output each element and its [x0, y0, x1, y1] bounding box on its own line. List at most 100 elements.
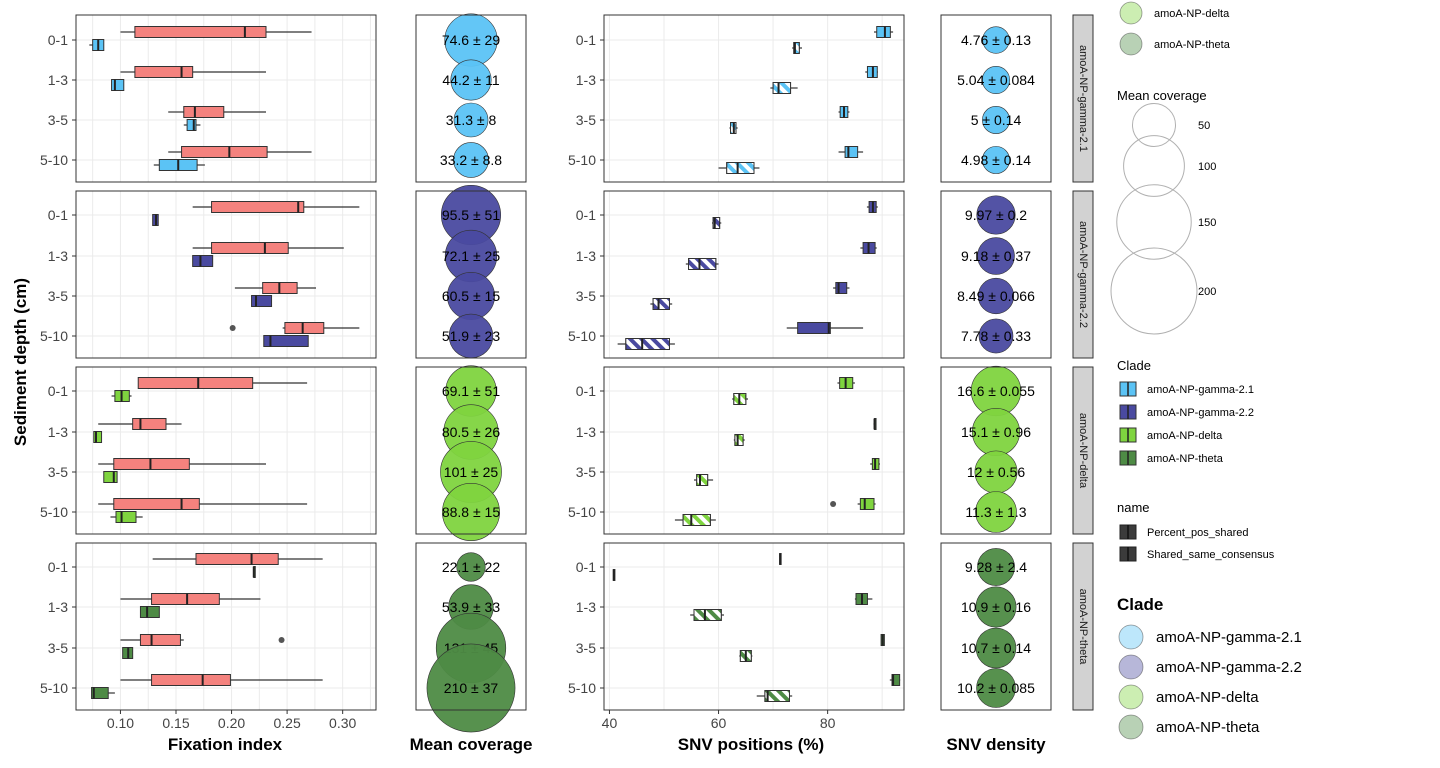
y-tick-label: 5-10: [40, 680, 68, 696]
coverage-label: 44.2 ± 11: [442, 72, 499, 88]
fixation-outlier: [278, 637, 285, 643]
y-tick-label: 5-10: [40, 328, 68, 344]
y-tick-label: 5-10: [568, 504, 596, 520]
density-bubble: [975, 627, 1017, 669]
coverage-label: 53.9 ± 33: [442, 599, 500, 615]
coverage-bubble: [450, 59, 492, 101]
y-tick-label: 3-5: [48, 288, 68, 304]
y-tick-label: 0-1: [576, 207, 596, 223]
facet-strip-label: amoA-NP-gamma-2.1: [1077, 45, 1089, 152]
y-axis-title: Sediment depth (cm): [11, 278, 30, 446]
fixation-outlier: [229, 325, 236, 331]
facet-strip-label: amoA-NP-theta: [1077, 589, 1089, 666]
legend-clade-circle-label: amoA-NP-gamma-2.1: [1156, 629, 1302, 646]
panel-border: [415, 542, 527, 711]
fixation-clade-box: [115, 511, 137, 523]
density-label: 9.97 ± 0.2: [965, 207, 1027, 223]
density-label: 5 ± 0.14: [971, 112, 1022, 128]
panel-border: [415, 190, 527, 359]
y-tick-label: 1-3: [576, 72, 596, 88]
snv-shared-same-consensus-box-hatch: [712, 217, 721, 229]
snv-shared-same-consensus-box-hatch: [688, 258, 717, 270]
snv-shared-same-consensus-box-hatch: [734, 434, 744, 446]
y-tick-label: 1-3: [48, 248, 68, 264]
snv-shared-same-consensus-box-hatch: [693, 609, 722, 621]
density-label: 7.78 ± 0.33: [961, 328, 1031, 344]
legend-size-circle: [1110, 247, 1198, 335]
coverage-label: 22.1 ± 22: [442, 559, 500, 575]
fixation-clade-box: [186, 119, 197, 131]
coverage-label: 72.1 ± 25: [442, 248, 500, 264]
y-tick-label: 5-10: [568, 328, 596, 344]
x-tick-label: 0.10: [107, 715, 134, 731]
y-tick-label: 1-3: [48, 424, 68, 440]
density-bubble: [975, 586, 1017, 628]
axis-titles: Sediment depth (cm) Fixation index Mean …: [11, 278, 1046, 754]
legend-clade-circle-swatch: [1118, 684, 1144, 710]
panel-border: [75, 366, 377, 535]
fixation-pink-box: [113, 498, 200, 510]
density-bubble: [977, 548, 1015, 586]
facet-strip: [1072, 366, 1094, 535]
legend-size-label: 100: [1198, 161, 1216, 173]
density-bubble: [976, 195, 1016, 235]
legend-clade-circle-swatch: [1118, 654, 1144, 680]
legend-clade-box-label: amoA-NP-gamma-2.2: [1147, 407, 1254, 419]
density-label: 5.04 ± 0.084: [957, 72, 1035, 88]
density-label: 8.49 ± 0.066: [957, 288, 1035, 304]
density-bubble: [977, 237, 1015, 275]
density-bubble: [975, 491, 1017, 533]
panel-background: [604, 543, 904, 710]
x-tick-label: 0.20: [218, 715, 245, 731]
coverage-label: 60.5 ± 15: [442, 288, 500, 304]
coverage-label: 51.9 ± 23: [442, 328, 500, 344]
fixation-pink-box: [151, 593, 220, 605]
y-tick-label: 5-10: [568, 152, 596, 168]
density-bubble: [976, 668, 1016, 708]
legend-clade-box-label: amoA-NP-theta: [1147, 453, 1224, 465]
panel-area: 74.6 ± 29 4.76 ± 0.13 44.2 ± 11 5.04 ± 0.08…: [40, 13, 1094, 733]
coverage-label: 95.5 ± 51: [442, 207, 500, 223]
fixation-pink-box: [134, 26, 267, 38]
panel-border: [940, 14, 1052, 183]
legend-clade-circle-title: Clade: [1117, 595, 1163, 614]
coverage-label: 33.2 ± 8.8: [440, 152, 502, 168]
coverage-label: 31.3 ± 8: [446, 112, 497, 128]
coverage-label: 74.6 ± 29: [442, 32, 500, 48]
fixation-pink-box: [181, 146, 268, 158]
snv-percent-pos-shared-box: [891, 674, 901, 686]
panel-border: [75, 14, 377, 183]
legend-size-circle: [1123, 135, 1185, 197]
y-tick-label: 3-5: [48, 112, 68, 128]
fixation-clade-box: [111, 79, 125, 91]
facet-strip-label: amoA-NP-gamma-2.2: [1077, 221, 1089, 328]
fixation-pink-box: [151, 674, 231, 686]
fixation-pink-box: [183, 106, 225, 118]
panel-background: [76, 191, 376, 358]
density-label: 9.18 ± 0.37: [961, 248, 1031, 264]
y-tick-label: 3-5: [48, 464, 68, 480]
x-tick-label: 0.15: [162, 715, 189, 731]
x-axis-title-snv-positions: SNV positions (%): [678, 735, 824, 754]
x-tick-label: 40: [602, 715, 618, 731]
facet-strip: [1072, 190, 1094, 359]
panel-border: [940, 542, 1052, 711]
legend-name-label: Shared_same_consensus: [1147, 549, 1275, 561]
density-label: 4.98 ± 0.14: [961, 152, 1031, 168]
coverage-label: 101 ± 25: [444, 464, 499, 480]
legend-clade-label: amoA-NP-theta: [1154, 39, 1231, 51]
y-tick-label: 5-10: [40, 152, 68, 168]
density-label: 4.76 ± 0.13: [961, 32, 1031, 48]
fixation-clade-box: [251, 295, 273, 307]
facet-strip: [1072, 542, 1094, 711]
legend-clade-box-label: amoA-NP-delta: [1147, 430, 1223, 442]
legend-clade-box-title: Clade: [1117, 358, 1151, 373]
snv-percent-pos-shared-box: [844, 146, 859, 158]
y-tick-label: 3-5: [576, 112, 596, 128]
x-tick-label: 60: [711, 715, 727, 731]
panel-border: [940, 190, 1052, 359]
coverage-label: 69.1 ± 51: [442, 383, 500, 399]
fixation-pink-box: [137, 377, 254, 389]
snv-shared-same-consensus-box-hatch: [652, 298, 670, 310]
legend-size-circle: [1116, 184, 1192, 260]
